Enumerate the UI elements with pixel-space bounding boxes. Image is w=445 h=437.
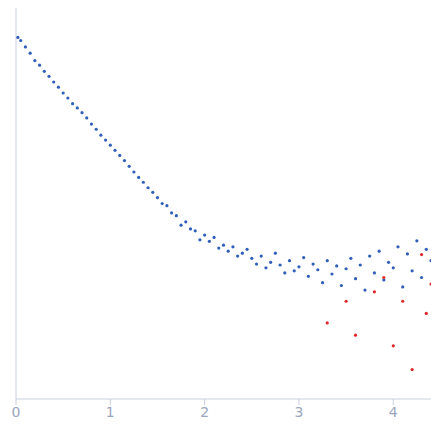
svg-text:2: 2 (200, 404, 209, 420)
svg-text:1: 1 (106, 404, 115, 420)
svg-text:4: 4 (389, 404, 398, 420)
svg-text:0: 0 (12, 404, 21, 420)
svg-text:3: 3 (294, 404, 303, 420)
